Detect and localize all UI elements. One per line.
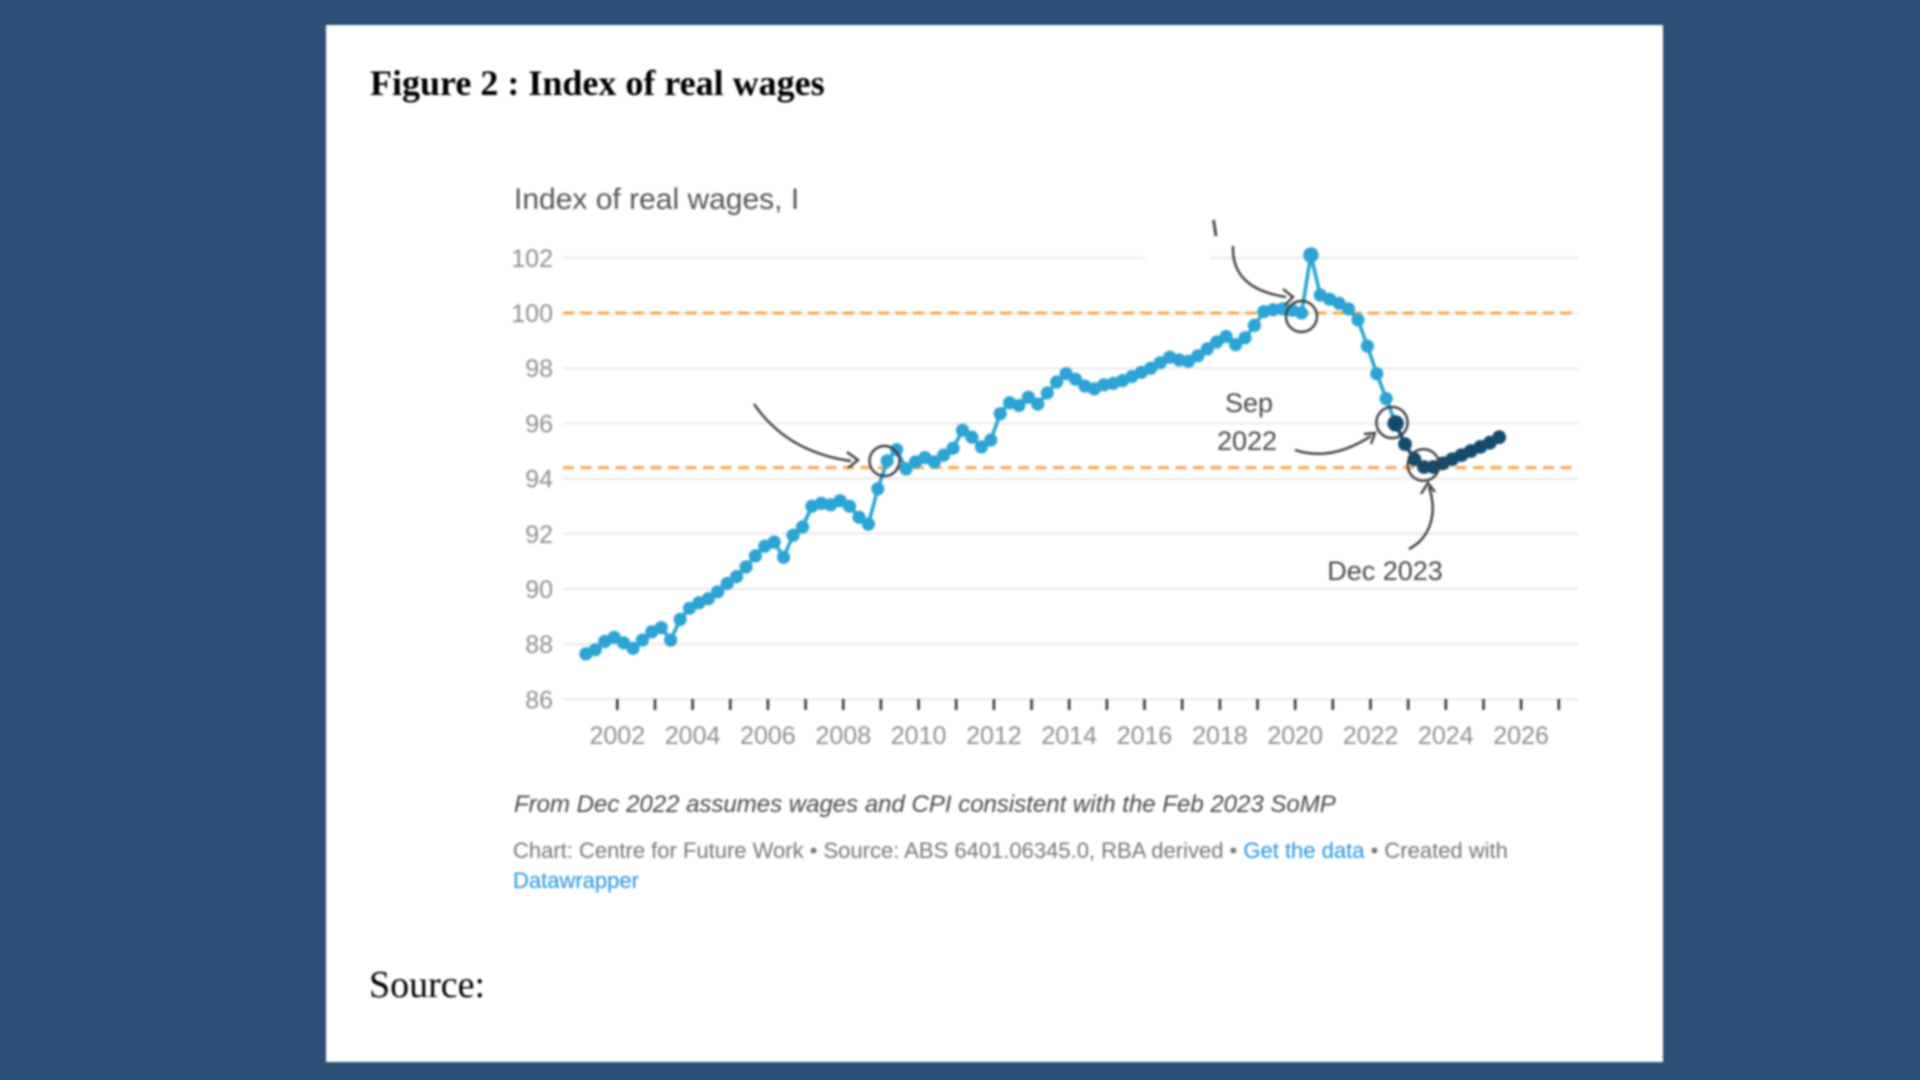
svg-text:100: 100: [511, 300, 553, 328]
svg-text:2016: 2016: [1117, 722, 1173, 750]
svg-text:88: 88: [525, 631, 553, 659]
svg-text:2024: 2024: [1418, 722, 1474, 750]
svg-text:96: 96: [525, 410, 553, 438]
svg-text:94: 94: [525, 466, 553, 494]
svg-text:2022: 2022: [1343, 722, 1399, 750]
svg-text:Sep: Sep: [1225, 388, 1273, 418]
svg-text:2008: 2008: [815, 722, 871, 750]
svg-text:2002: 2002: [589, 722, 645, 750]
svg-text:98: 98: [525, 355, 553, 383]
svg-text:92: 92: [525, 521, 553, 549]
svg-text:2012: 2012: [966, 722, 1022, 750]
svg-text:2010: 2010: [891, 722, 947, 750]
svg-text:86: 86: [525, 686, 553, 714]
svg-text:Dec 2023: Dec 2023: [1327, 556, 1443, 586]
svg-text:2020: 2020: [1267, 722, 1323, 750]
svg-text:2006: 2006: [740, 722, 796, 750]
svg-text:2018: 2018: [1192, 722, 1248, 750]
svg-text:2004: 2004: [665, 722, 721, 750]
svg-text:2022: 2022: [1217, 426, 1277, 456]
svg-text:102: 102: [511, 245, 553, 273]
svg-text:2014: 2014: [1041, 722, 1097, 750]
svg-text:2026: 2026: [1493, 722, 1549, 750]
svg-text:90: 90: [525, 576, 553, 604]
